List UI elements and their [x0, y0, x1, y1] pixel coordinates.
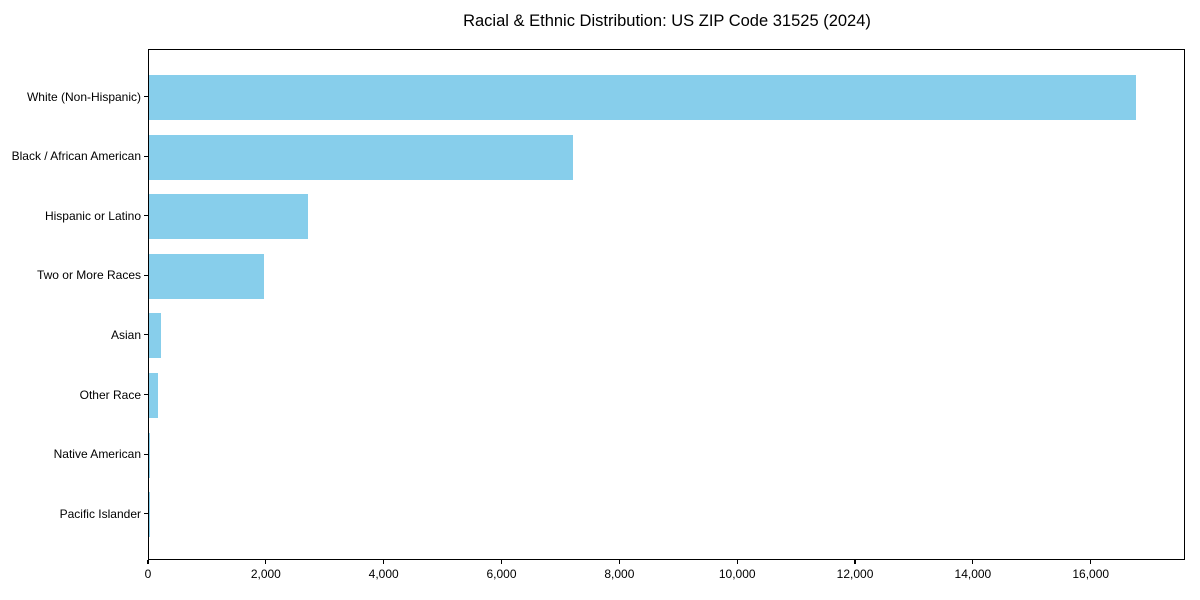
y-tick-label-native-american: Native American	[53, 447, 141, 462]
y-tick-mark	[144, 95, 148, 98]
y-tick-label-pacific-islander: Pacific Islander	[59, 506, 141, 521]
x-tick-label-0: 0	[144, 567, 152, 581]
y-tick-label-two-or-more-races: Two or More Races	[36, 268, 141, 283]
bar-native-american	[149, 432, 151, 478]
y-tick-mark	[144, 334, 148, 336]
y-tick-label-white-non-hispanic: White (Non-Hispanic)	[26, 89, 141, 104]
plot-area	[148, 49, 1185, 560]
x-tick-mark	[383, 560, 385, 564]
bar-hispanic-or-latino	[149, 194, 308, 240]
y-tick-label-other-race: Other Race	[79, 387, 141, 402]
y-tick-mark	[144, 155, 148, 157]
x-tick-mark	[147, 560, 149, 564]
x-tick-label-6-000: 6,000	[486, 567, 517, 581]
y-tick-mark	[144, 274, 148, 276]
x-tick-mark	[854, 560, 856, 564]
y-tick-label-black-african-american: Black / African American	[11, 149, 141, 164]
x-tick-label-8-000: 8,000	[604, 567, 635, 581]
x-tick-label-12-000: 12,000	[836, 567, 874, 581]
x-tick-mark	[618, 560, 620, 564]
bar-asian	[149, 313, 162, 359]
y-tick-mark	[144, 215, 148, 217]
x-tick-label-4-000: 4,000	[368, 567, 399, 581]
x-tick-label-2-000: 2,000	[250, 567, 281, 581]
chart-title: Racial & Ethnic Distribution: US ZIP Cod…	[463, 12, 871, 30]
x-tick-label-14-000: 14,000	[954, 567, 992, 581]
bar-other-race	[149, 373, 159, 418]
x-tick-label-16-000: 16,000	[1072, 567, 1110, 581]
x-tick-label-10-000: 10,000	[718, 567, 756, 581]
x-tick-mark	[972, 560, 974, 564]
y-tick-label-asian: Asian	[110, 327, 141, 342]
y-tick-mark	[144, 513, 148, 515]
bar-pacific-islander	[149, 492, 150, 538]
y-tick-label-hispanic-or-latino: Hispanic or Latino	[44, 208, 141, 223]
x-tick-mark	[1090, 560, 1092, 564]
x-tick-mark	[500, 560, 503, 564]
bar-white-non-hispanic	[149, 75, 1136, 120]
x-tick-mark	[736, 560, 738, 564]
y-tick-mark	[144, 453, 148, 455]
x-tick-mark	[265, 560, 267, 564]
bar-black-african-american	[149, 134, 574, 180]
y-tick-mark	[144, 393, 148, 396]
bar-two-or-more-races	[149, 253, 264, 299]
